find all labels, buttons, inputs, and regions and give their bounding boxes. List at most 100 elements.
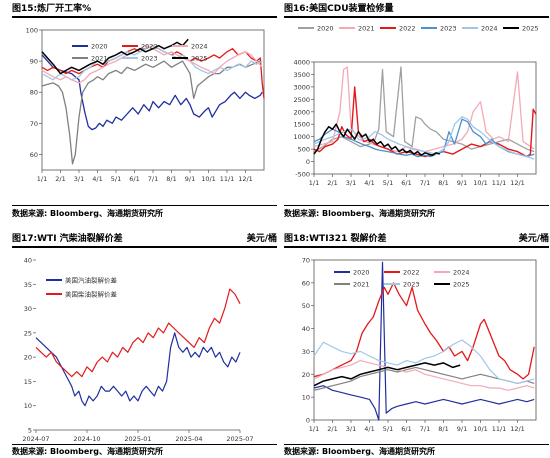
panel-title-bar: 图15:炼厂开工率%: [12, 2, 277, 18]
y-tick-label: 15: [24, 378, 32, 386]
x-tick-label: 11/1: [220, 175, 235, 183]
y-tick-label: 0: [306, 158, 310, 166]
x-tick-label: 8/1: [438, 179, 448, 187]
legend-label: 2025: [191, 55, 208, 63]
x-tick-label: 6/1: [401, 425, 411, 433]
y-tick-label: 20: [24, 354, 32, 362]
legend-label: 2022: [141, 43, 158, 51]
series-line-2025: [313, 362, 461, 387]
x-tick-label: 5/1: [383, 179, 393, 187]
x-tick-label: 5/1: [383, 425, 393, 433]
y-tick-label: 80: [30, 89, 38, 97]
x-tick-label: 11/1: [492, 425, 507, 433]
source-note: 数据来源: Bloomberg、海通期货研究所: [284, 209, 435, 218]
legend-label: 美国汽油裂解价差: [65, 276, 118, 285]
x-tick-label: 2024-07: [22, 435, 49, 443]
x-tick-label: 9/1: [185, 175, 195, 183]
legend-label: 美国柴油裂解价差: [65, 290, 118, 299]
series-line-2025: [313, 123, 441, 157]
legend-label: 2025: [522, 25, 539, 33]
panel-title-bar: 图16:美国CDU装置检修量: [284, 2, 549, 18]
x-tick-label: 10/1: [473, 179, 488, 187]
y-tick-label: 10: [302, 394, 310, 402]
x-tick-label: 8/1: [438, 425, 448, 433]
y-tick-label: 4000: [293, 59, 310, 67]
series-line-美国汽油裂解价差: [35, 332, 241, 407]
x-tick-label: 2025-07: [226, 435, 253, 443]
legend-label: 2022: [399, 25, 416, 33]
panel-cdu-maintenance: 图16:美国CDU装置检修量 -500 0 500 1000 1500 2000 2500 3…: [284, 2, 549, 218]
x-tick-label: 12/1: [510, 179, 525, 187]
legend-label: 2020: [91, 43, 108, 51]
y-tick-label: 3000: [293, 83, 310, 91]
x-tick-label: 7/1: [420, 425, 430, 433]
panel-title: 图16:美国CDU装置检修量: [284, 4, 394, 14]
legend-label: 2023: [403, 281, 420, 289]
y-tick-label: 70: [30, 120, 38, 128]
x-tick-label: 4/1: [364, 425, 374, 433]
y-tick-label: 90: [30, 58, 38, 66]
series-line-2024: [313, 359, 535, 391]
x-tick-label: 1/1: [37, 175, 47, 183]
x-tick-label: 9/1: [457, 425, 467, 433]
series-line-2021: [41, 60, 261, 165]
panel-title-bar: 图18:WTI321 裂解价差 美元/桶: [284, 232, 549, 248]
x-tick-label: 5/1: [111, 175, 121, 183]
legend-label: 2022: [403, 269, 420, 277]
x-tick-label: 2025-01: [124, 435, 151, 443]
x-tick-label: 4/1: [92, 175, 102, 183]
bottom-rule: [12, 444, 277, 445]
y-tick-label: 1000: [293, 133, 310, 141]
panel-wti-gasoline-diesel-crack: 图17:WTI 汽柴油裂解价差 美元/桶 5 10 15 20 25 30 35 40 2024…: [12, 232, 277, 456]
x-tick-label: 2/1: [55, 175, 65, 183]
chart-wti321-crack: 0 10 20 30 40 50 60 70 1/1 2/1 3/1 4/1 5/1 6/1 7/1 8/1 9…: [302, 257, 537, 433]
panel-unit: 美元/桶: [518, 234, 549, 244]
y-tick-label: 40: [24, 257, 32, 265]
panel-wti321-crack: 图18:WTI321 裂解价差 美元/桶 0 10 20 30 40 50 60 70 1/1 2…: [284, 232, 549, 456]
x-tick-label: 3/1: [346, 425, 356, 433]
panel-title: 图18:WTI321 裂解价差: [284, 234, 387, 244]
source-note: 数据来源: Bloomberg、海通期货研究所: [12, 447, 163, 456]
y-tick-label: 1500: [293, 121, 310, 129]
legend-label: 2020: [353, 269, 370, 277]
series-line-2023: [313, 339, 535, 384]
y-tick-label: 70: [302, 257, 310, 265]
series-line-2020: [41, 54, 263, 131]
y-tick-label: -500: [295, 171, 310, 179]
legend-label: 2023: [440, 25, 457, 33]
legend-label: 2021: [358, 25, 375, 33]
panel-title-bar: 图17:WTI 汽柴油裂解价差 美元/桶: [12, 232, 277, 248]
y-tick-label: 25: [24, 329, 32, 337]
bottom-rule: [284, 205, 549, 206]
x-tick-label: 12/1: [238, 175, 253, 183]
chart-wti-gasoline-diesel-crack: 5 10 15 20 25 30 35 40 2024-07 2024-10 2025-01 2025…: [22, 257, 253, 444]
source-note: 数据来源: Bloomberg、海通期货研究所: [12, 209, 163, 218]
x-tick-label: 7/1: [148, 175, 158, 183]
y-tick-label: 10: [24, 402, 32, 410]
x-tick-label: 10/1: [473, 425, 488, 433]
x-tick-label: 8/1: [166, 175, 176, 183]
x-tick-label: 11/1: [492, 179, 507, 187]
series-line-美国柴油裂解价差: [35, 288, 241, 378]
x-tick-label: 6/1: [401, 179, 411, 187]
x-tick-label: 12/1: [510, 425, 525, 433]
x-tick-label: 7/1: [420, 179, 430, 187]
legend-label: 2020: [317, 25, 334, 33]
legend-label: 2024: [191, 43, 208, 51]
x-tick-label: 2025-04: [175, 435, 202, 443]
series-line-2023: [313, 118, 535, 158]
series-line-2022: [313, 282, 535, 380]
y-tick-label: 30: [24, 305, 32, 313]
y-tick-label: 0: [306, 417, 310, 425]
bottom-rule: [12, 205, 277, 206]
x-tick-label: 10/1: [201, 175, 216, 183]
panel-title: 图15:炼厂开工率%: [12, 4, 92, 14]
source-note: 数据来源: Bloomberg、海通期货研究所: [284, 447, 435, 456]
x-tick-label: 3/1: [346, 179, 356, 187]
x-tick-label: 9/1: [457, 179, 467, 187]
legend-label: 2024: [481, 25, 498, 33]
legend-label: 2021: [353, 281, 370, 289]
y-tick-label: 5: [28, 427, 32, 435]
legend-label: 2021: [91, 55, 108, 63]
y-tick-label: 2500: [293, 96, 310, 104]
